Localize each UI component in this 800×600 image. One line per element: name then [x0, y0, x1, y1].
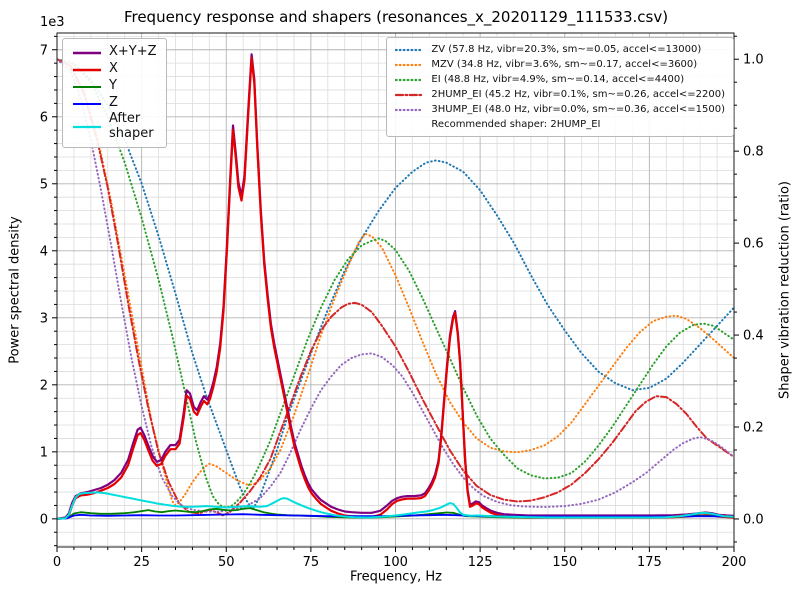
- tick-label: 175: [637, 555, 662, 570]
- tick-label: 0.6: [743, 237, 764, 252]
- curve-3hump-ei: [57, 58, 734, 513]
- legend-line-swatch-x: [73, 68, 101, 71]
- tick-label: 75: [303, 555, 320, 570]
- tick-label: 0.8: [743, 145, 764, 160]
- left-y-axis-label: Power spectral density: [7, 216, 23, 364]
- tick-label: 0: [53, 555, 61, 570]
- tick-label: 3: [40, 311, 48, 326]
- tick-label: 1.0: [743, 53, 764, 68]
- tick-label: 150: [552, 555, 577, 570]
- legend-entry-label: X+Y+Z: [109, 44, 157, 60]
- legend-entry-label: MZV (34.8 Hz, vibr=3.6%, sm~=0.17, accel…: [431, 58, 698, 70]
- legend-entry-label: EI (48.8 Hz, vibr=4.9%, sm~=0.14, accel<…: [431, 73, 685, 85]
- legend-line-swatch-y: [73, 85, 101, 88]
- legend-shapers: ZV (57.8 Hz, vibr=20.3%, sm~=0.05, accel…: [386, 37, 734, 137]
- legend-line-swatch-mzv: [395, 63, 425, 66]
- legend-line-swatch-2hump-ei: [395, 93, 425, 96]
- tick-label: 5: [40, 177, 48, 192]
- legend-entry-label: ZV (57.8 Hz, vibr=20.3%, sm~=0.05, accel…: [431, 43, 702, 55]
- curve-2hump-ei: [57, 58, 734, 517]
- legend-entry-after-shaper: After shaper: [72, 111, 157, 142]
- legend-entry-label: 2HUMP_EI (45.2 Hz, vibr=0.1%, sm~=0.26, …: [431, 88, 725, 100]
- tick-label: 100: [383, 555, 408, 570]
- tick-labels: 0 25 50 75 100 125 150 175 200 0 1 2 3 4 5 6 7 0.0 0.2 0.4 0…: [40, 43, 764, 570]
- legend-entry-label: Y: [109, 78, 117, 94]
- legend-entry-z: Z: [72, 95, 157, 112]
- axis-ticks: [52, 35, 739, 552]
- curve-after-shaper: [57, 491, 734, 520]
- curve-x-y-z: [57, 53, 734, 520]
- tick-label: 125: [468, 555, 493, 570]
- legend-entry-y: Y: [72, 78, 157, 95]
- curves: [57, 53, 734, 520]
- legend-line-swatch-x-y-z: [73, 51, 101, 54]
- tick-label: 6: [40, 110, 48, 125]
- legend-line-swatch-3hump-ei: [395, 108, 425, 111]
- legend-line-swatch-z: [73, 102, 101, 105]
- tick-label: 50: [218, 555, 235, 570]
- y-axis-offset-text: 1e3: [40, 15, 65, 30]
- tick-label: 7: [40, 43, 48, 58]
- legend-line-swatch-zv: [395, 48, 425, 51]
- legend-psd-series: X+Y+Z X Y Z After shaper: [62, 38, 167, 148]
- legend-entry-zv: ZV (57.8 Hz, vibr=20.3%, sm~=0.05, accel…: [395, 42, 725, 57]
- legend-entry-label: After shaper: [109, 111, 154, 141]
- legend-entry-x-y-z: X+Y+Z: [72, 44, 157, 61]
- curve-ei: [57, 58, 734, 509]
- tick-label: 0.0: [743, 512, 764, 527]
- legend-entry-ei: EI (48.8 Hz, vibr=4.9%, sm~=0.14, accel<…: [395, 72, 725, 87]
- tick-label: 0.4: [743, 329, 764, 344]
- tick-label: 200: [722, 555, 747, 570]
- tick-label: 1: [40, 445, 48, 460]
- tick-label: 25: [133, 555, 150, 570]
- legend-entry-mzv: MZV (34.8 Hz, vibr=3.6%, sm~=0.17, accel…: [395, 57, 725, 72]
- legend-entry-label: 3HUMP_EI (48.0 Hz, vibr=0.0%, sm~=0.36, …: [431, 103, 725, 115]
- x-axis-label: Frequency, Hz: [349, 569, 443, 585]
- legend-entry-x: X: [72, 61, 157, 78]
- legend-line-swatch-after-shaper: [73, 125, 101, 129]
- tick-label: 4: [40, 244, 48, 259]
- tick-label: 2: [40, 378, 48, 393]
- chart-title: Frequency response and shapers (resonanc…: [123, 8, 669, 26]
- legend-entry-label: Z: [109, 95, 118, 111]
- curve-x: [57, 56, 734, 520]
- legend-entry-2hump-ei: 2HUMP_EI (45.2 Hz, vibr=0.1%, sm~=0.26, …: [395, 87, 725, 102]
- legend-recommended-note: Recommended shaper: 2HUMP_EI: [431, 119, 601, 130]
- legend-entry-label: X: [109, 61, 118, 77]
- legend-line-swatch-ei: [395, 78, 425, 81]
- tick-label: 0.2: [743, 421, 764, 436]
- tick-label: 0: [40, 512, 48, 527]
- right-y-axis-label: Shaper vibration reduction (ratio): [777, 181, 793, 399]
- legend-entry-3hump-ei: 3HUMP_EI (48.0 Hz, vibr=0.0%, sm~=0.36, …: [395, 102, 725, 117]
